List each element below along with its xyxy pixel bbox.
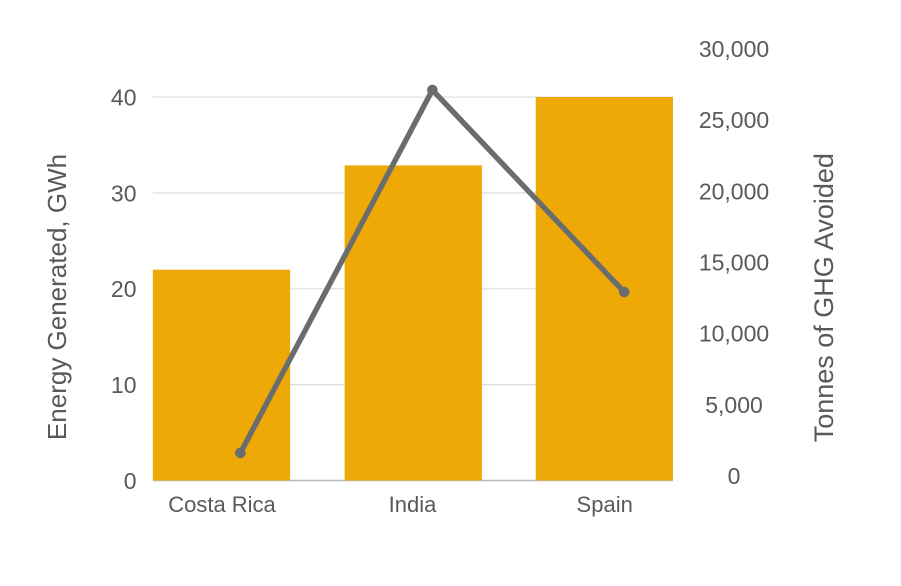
svg-text:0: 0 [124, 468, 137, 494]
svg-text:40: 40 [111, 85, 137, 111]
svg-text:India: India [389, 492, 437, 517]
svg-text:10,000: 10,000 [699, 321, 769, 347]
svg-text:Spain: Spain [577, 492, 633, 517]
svg-text:0: 0 [728, 463, 741, 489]
svg-text:30,000: 30,000 [699, 36, 769, 62]
svg-text:5,000: 5,000 [705, 392, 763, 418]
svg-text:15,000: 15,000 [699, 250, 769, 276]
svg-text:10: 10 [111, 372, 137, 398]
svg-text:Energy Generated, GWh: Energy Generated, GWh [42, 154, 72, 440]
svg-text:25,000: 25,000 [699, 107, 769, 133]
svg-text:20: 20 [111, 276, 137, 302]
svg-text:30: 30 [111, 180, 137, 206]
svg-text:20,000: 20,000 [699, 178, 769, 204]
svg-text:Costa Rica: Costa Rica [168, 492, 276, 517]
svg-text:Tonnes of GHG Avoided: Tonnes of GHG Avoided [809, 153, 839, 442]
